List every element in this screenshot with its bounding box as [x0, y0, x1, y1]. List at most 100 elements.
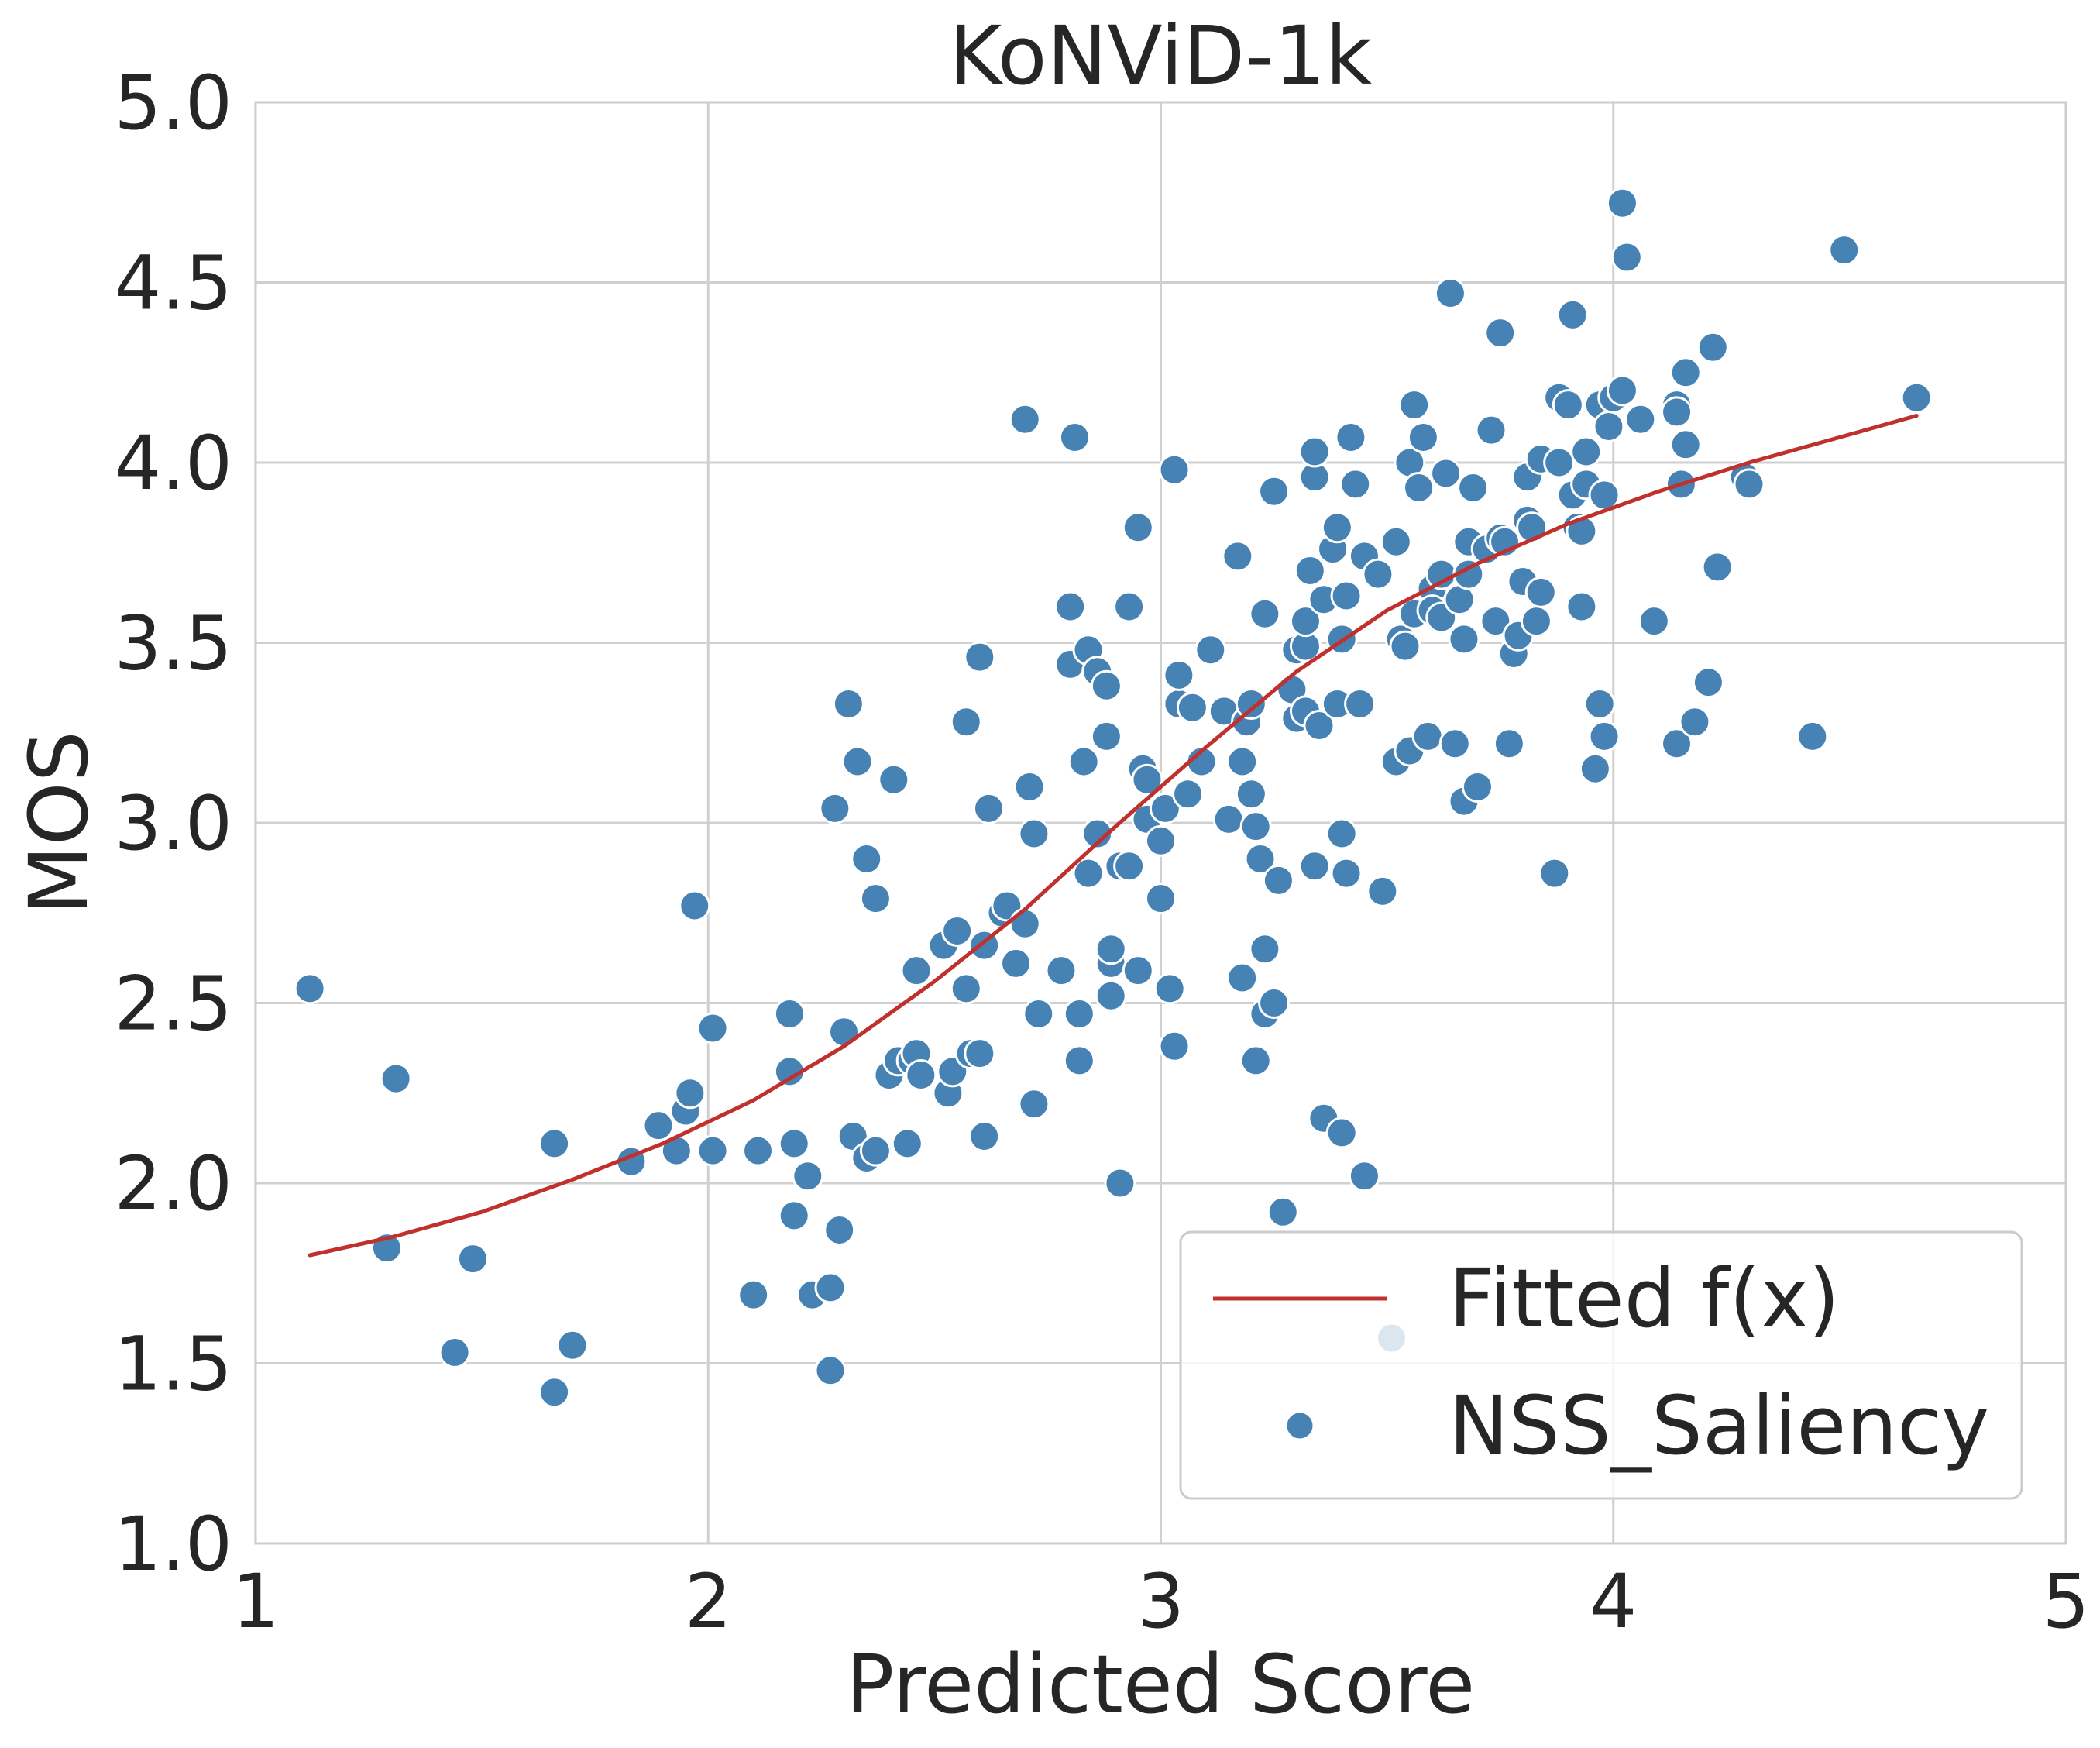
scatter-point	[1104, 1167, 1136, 1199]
chart-title: KoNViD-1k	[949, 9, 1372, 103]
scatter-point	[1566, 514, 1598, 547]
scatter-point	[1090, 720, 1122, 752]
y-tick-label: 3.5	[114, 600, 232, 687]
scatter-point	[1543, 446, 1576, 479]
scatter-point	[792, 1160, 824, 1192]
x-tick-label: 4	[1590, 1558, 1637, 1645]
scatter-point	[1063, 1044, 1095, 1077]
scatter-point	[1018, 1088, 1050, 1120]
y-tick-label: 4.0	[114, 420, 232, 507]
scatter-point	[1398, 389, 1431, 422]
scatter-point	[1013, 771, 1046, 803]
scatter-point	[1493, 728, 1525, 760]
scatter-point	[1149, 792, 1181, 824]
y-tick-label: 1.5	[114, 1321, 232, 1408]
scatter-point	[1058, 421, 1091, 453]
scatter-point	[1249, 933, 1281, 965]
scatter-point	[380, 1062, 412, 1095]
scatter-point	[1325, 817, 1358, 850]
x-axis-title: Predicted Score	[846, 1637, 1476, 1732]
scatter-point	[878, 763, 910, 796]
legend-points-label: NSS_Saliency	[1449, 1378, 1989, 1473]
scatter-point	[1366, 875, 1399, 907]
scatter-point	[1606, 187, 1638, 219]
scatter-point	[1145, 883, 1177, 915]
scatter-point	[1552, 389, 1584, 422]
scatter-point	[1661, 396, 1693, 428]
scatter-point	[950, 972, 982, 1005]
scatter-point	[968, 1120, 1001, 1153]
scatter-point	[1669, 356, 1702, 389]
scatter-point	[1113, 850, 1146, 883]
scatter-point	[1425, 558, 1458, 590]
x-tick-label: 1	[232, 1558, 279, 1645]
scatter-point	[1411, 720, 1444, 752]
scatter-point	[1448, 623, 1480, 656]
fit-line-layer	[308, 414, 1919, 1258]
scatter-point	[773, 997, 806, 1030]
scatter-point	[1023, 997, 1055, 1030]
scatter-point	[1624, 403, 1657, 435]
scatter-point	[456, 1243, 489, 1275]
scatter-point	[1163, 659, 1195, 691]
y-tick-label: 3.0	[114, 780, 232, 867]
scatter-point	[1339, 468, 1372, 501]
scatter-point	[859, 1134, 892, 1167]
x-tick-label: 2	[685, 1558, 732, 1645]
scatter-point	[1900, 381, 1933, 414]
scatter-point	[1325, 1117, 1358, 1149]
scatter-point	[1235, 688, 1267, 721]
scatter-point	[1570, 435, 1603, 468]
scatter-point	[1430, 457, 1462, 490]
scatter-point	[841, 745, 874, 778]
scatter-point	[1828, 234, 1861, 267]
scatter-point	[1380, 525, 1412, 558]
scatter-point	[1438, 728, 1471, 760]
scatter-point	[1226, 962, 1259, 994]
scatter-point	[1362, 558, 1394, 590]
scatter-point	[556, 1329, 589, 1361]
y-tick-label: 2.5	[114, 961, 232, 1048]
scatter-point	[1258, 475, 1291, 508]
scatter-point	[1153, 972, 1186, 1005]
fit-line	[308, 414, 1919, 1258]
scatter-points	[294, 187, 1933, 1409]
scatter-point	[905, 1059, 937, 1091]
scatter-point	[679, 889, 711, 922]
scatter-point	[1696, 331, 1729, 363]
scatter-point	[1661, 728, 1693, 760]
scatter-point	[1249, 597, 1281, 630]
scatter-point	[1583, 688, 1616, 721]
scatter-point	[1679, 706, 1711, 738]
scatter-point	[1095, 979, 1127, 1012]
scatter-point	[1330, 857, 1363, 889]
scatter-point	[832, 688, 864, 721]
scatter-point	[819, 792, 851, 824]
scatter-point	[438, 1337, 471, 1369]
scatter-point	[891, 1127, 923, 1160]
scatter-point	[1484, 317, 1517, 349]
scatter-point	[1194, 634, 1227, 666]
y-tick-label: 1.0	[114, 1501, 232, 1588]
scatter-point	[1176, 691, 1208, 724]
scatter-point	[1095, 933, 1127, 965]
y-tick-label: 2.0	[114, 1141, 232, 1227]
scatter-point	[1158, 453, 1191, 486]
scatter-point	[1067, 745, 1100, 778]
scatter-point	[1701, 551, 1734, 583]
scatter-point	[696, 1012, 729, 1044]
plot-frame	[254, 101, 2067, 1545]
scatter-point	[1113, 590, 1146, 623]
y-tick-label: 4.5	[114, 240, 232, 327]
scatter-point	[294, 972, 326, 1005]
scatter-point	[1407, 421, 1439, 453]
scatter-point	[950, 706, 982, 738]
scatter-point	[1009, 403, 1041, 435]
scatter-point	[1538, 857, 1571, 889]
scatter-point	[964, 1037, 996, 1070]
scatter-point	[851, 843, 883, 875]
scatter-point	[1579, 752, 1611, 785]
scatter-point	[1733, 468, 1765, 501]
scatter-point	[1267, 1196, 1299, 1228]
scatter-point	[1480, 605, 1512, 638]
